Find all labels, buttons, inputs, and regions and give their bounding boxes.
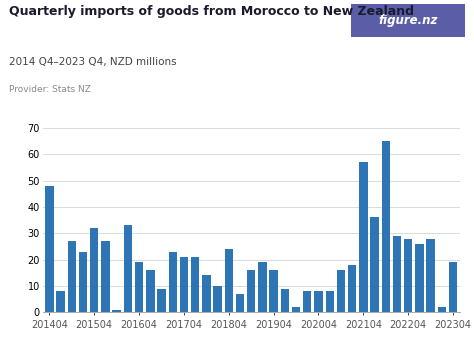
Bar (157, 289, 166, 312)
Text: Provider: Stats NZ: Provider: Stats NZ (9, 85, 91, 94)
Bar (213, 286, 222, 312)
Bar (326, 291, 334, 312)
Bar (56, 291, 65, 312)
Bar (269, 270, 278, 312)
Bar (314, 291, 323, 312)
Bar (303, 291, 311, 312)
Bar (382, 141, 390, 312)
Bar (180, 257, 188, 312)
Bar (404, 239, 412, 312)
Bar (90, 228, 99, 312)
Bar (348, 265, 356, 312)
Bar (236, 294, 244, 312)
Bar (146, 270, 155, 312)
Bar (258, 262, 267, 312)
Bar (112, 310, 121, 312)
Bar (124, 225, 132, 312)
Text: 2014 Q4–2023 Q4, NZD millions: 2014 Q4–2023 Q4, NZD millions (9, 57, 177, 67)
Bar (169, 252, 177, 312)
Bar (438, 307, 446, 312)
Bar (281, 289, 289, 312)
Bar (247, 270, 255, 312)
Bar (337, 270, 345, 312)
Bar (135, 262, 143, 312)
Bar (68, 241, 76, 312)
Bar (370, 218, 379, 312)
Bar (415, 244, 424, 312)
Text: Quarterly imports of goods from Morocco to New Zealand: Quarterly imports of goods from Morocco … (9, 5, 414, 18)
Bar (202, 275, 210, 312)
Bar (427, 239, 435, 312)
Bar (79, 252, 87, 312)
Bar (45, 186, 54, 312)
Bar (191, 257, 200, 312)
Text: figure.nz: figure.nz (378, 14, 438, 27)
Bar (359, 162, 367, 312)
Bar (449, 262, 457, 312)
Bar (101, 241, 109, 312)
Bar (225, 249, 233, 312)
Bar (393, 236, 401, 312)
Bar (292, 307, 300, 312)
